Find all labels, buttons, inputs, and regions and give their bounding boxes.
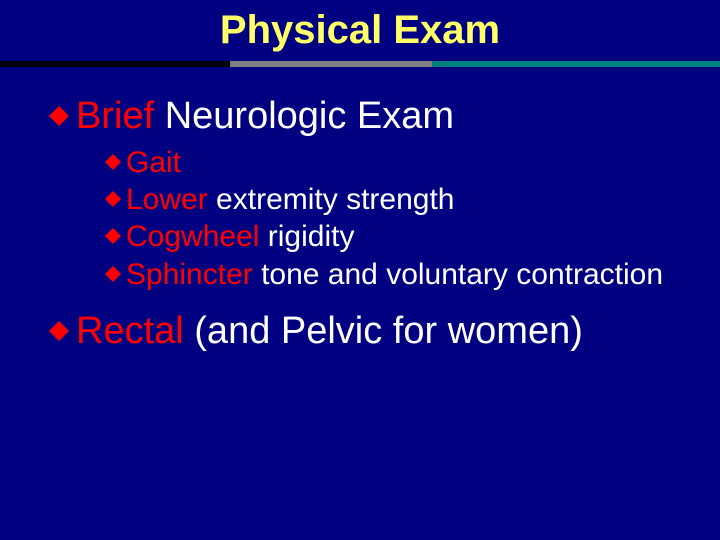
underline-seg-3 bbox=[432, 61, 720, 67]
diamond-bullet-icon bbox=[104, 265, 122, 283]
sub-list-item-text: Gait bbox=[126, 145, 181, 180]
diamond-bullet-icon bbox=[104, 227, 122, 245]
slide-body: Brief Neurologic Exam Gait Lower extremi… bbox=[0, 67, 720, 354]
sub-item-lead: Sphincter bbox=[126, 258, 253, 291]
sub-list-item: Cogwheel rigidity bbox=[104, 219, 672, 254]
underline-seg-2 bbox=[230, 61, 432, 67]
list-item-text: Brief Neurologic Exam bbox=[76, 95, 454, 139]
title-underline bbox=[0, 61, 720, 67]
sub-list-item-text: Lower extremity strength bbox=[126, 182, 454, 217]
sub-list-item: Lower extremity strength bbox=[104, 182, 672, 217]
sub-list: Gait Lower extremity strength Cogwheel r… bbox=[104, 145, 672, 293]
list-item-lead: Brief bbox=[76, 95, 154, 137]
sub-list-item-text: Sphincter tone and voluntary contraction bbox=[126, 257, 663, 292]
sub-list-item: Gait bbox=[104, 145, 672, 180]
sub-list-item-text: Cogwheel rigidity bbox=[126, 219, 354, 254]
sub-item-rest: tone and voluntary contraction bbox=[253, 258, 663, 291]
diamond-bullet-icon bbox=[48, 320, 70, 342]
sub-item-rest: extremity strength bbox=[208, 183, 455, 216]
diamond-bullet-icon bbox=[104, 190, 122, 208]
list-item-lead: Rectal bbox=[76, 310, 184, 352]
list-item-text: Rectal (and Pelvic for women) bbox=[76, 310, 583, 354]
sub-item-lead: Gait bbox=[126, 146, 181, 179]
list-item: Brief Neurologic Exam bbox=[48, 95, 672, 139]
sub-item-lead: Lower bbox=[126, 183, 208, 216]
list-item: Rectal (and Pelvic for women) bbox=[48, 310, 672, 354]
sub-item-lead: Cogwheel bbox=[126, 220, 259, 253]
slide-title: Physical Exam bbox=[0, 0, 720, 61]
sub-item-rest: rigidity bbox=[259, 220, 354, 253]
list-item-rest: Neurologic Exam bbox=[154, 95, 454, 137]
list-item-rest: (and Pelvic for women) bbox=[184, 310, 583, 352]
diamond-bullet-icon bbox=[48, 105, 70, 127]
diamond-bullet-icon bbox=[104, 153, 122, 171]
underline-seg-1 bbox=[0, 61, 230, 67]
sub-list-item: Sphincter tone and voluntary contraction bbox=[104, 257, 672, 292]
